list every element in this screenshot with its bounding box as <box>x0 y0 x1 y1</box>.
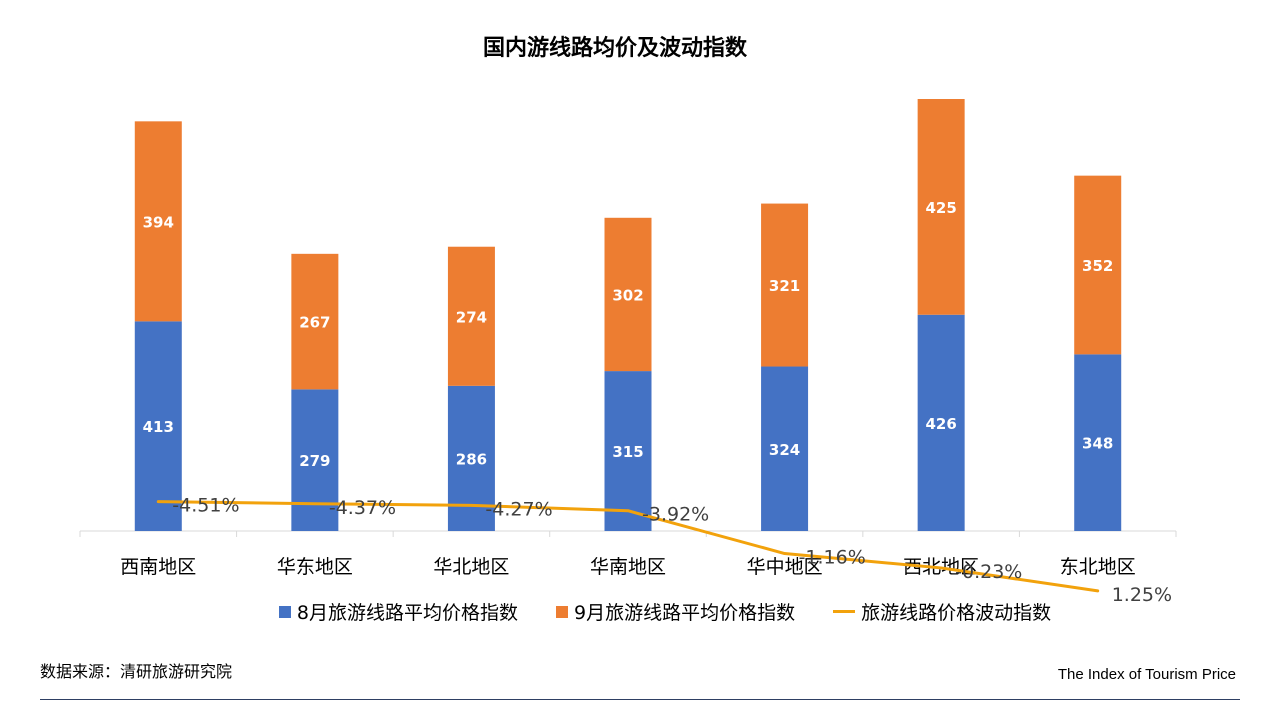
bar-sep <box>447 246 495 386</box>
data-label-sep: 394 <box>143 213 174 231</box>
chart-legend: 8月旅游线路平均价格指数 9月旅游线路平均价格指数 旅游线路价格波动指数 <box>0 598 1280 625</box>
data-label-sep: 321 <box>769 277 800 295</box>
data-source-note: 数据来源：清研旅游研究院 <box>40 662 233 681</box>
data-label-aug: 426 <box>925 415 956 433</box>
data-label-aug: 413 <box>143 418 174 436</box>
data-label-sep: 425 <box>925 199 956 217</box>
data-label-sep: 267 <box>299 314 330 332</box>
data-label-aug: 286 <box>456 450 487 468</box>
legend-label-fluctuation: 旅游线路价格波动指数 <box>861 602 1052 624</box>
bar-aug <box>604 371 652 531</box>
data-label-aug: 348 <box>1082 435 1113 453</box>
bar-sep <box>291 253 339 390</box>
legend-label-sep: 9月旅游线路平均价格指数 <box>573 602 796 624</box>
bar-aug <box>291 389 339 531</box>
data-label-fluctuation: 1.25% <box>1112 584 1172 606</box>
footer-divider <box>40 699 1240 700</box>
data-label-sep: 352 <box>1082 257 1113 275</box>
legend-swatch-sep <box>555 605 568 618</box>
x-tick-label: 华北地区 <box>433 556 509 578</box>
bar-aug <box>917 314 965 531</box>
data-label-aug: 324 <box>769 441 800 459</box>
data-label-fluctuation: -4.27% <box>485 498 552 520</box>
legend-item-aug: 8月旅游线路平均价格指数 <box>278 598 518 625</box>
bar-sep <box>604 217 652 372</box>
bar-aug <box>134 321 182 531</box>
data-label-fluctuation: -4.37% <box>329 497 396 519</box>
bar-aug <box>1074 354 1122 531</box>
legend-item-sep: 9月旅游线路平均价格指数 <box>555 598 796 625</box>
chart-title: 国内游线路均价及波动指数 <box>482 36 747 61</box>
bar-aug <box>761 366 809 531</box>
data-label-fluctuation: -4.51% <box>172 495 239 517</box>
bar-sep <box>917 99 965 315</box>
data-label-fluctuation: -0.23% <box>955 561 1022 583</box>
legend-swatch-fluctuation <box>833 610 856 613</box>
data-label-fluctuation: -1.16% <box>799 547 866 569</box>
bar-sep <box>1074 175 1122 355</box>
bar-sep <box>761 203 809 367</box>
data-label-sep: 274 <box>456 308 487 326</box>
legend-label-aug: 8月旅游线路平均价格指数 <box>296 602 518 624</box>
data-label-sep: 302 <box>612 286 643 304</box>
legend-item-fluctuation: 旅游线路价格波动指数 <box>833 598 1051 625</box>
bar-sep <box>134 121 182 322</box>
data-label-fluctuation: -3.92% <box>642 504 709 526</box>
x-tick-label: 华东地区 <box>277 556 353 578</box>
x-tick-label: 华南地区 <box>590 556 666 578</box>
data-label-aug: 315 <box>612 443 643 461</box>
footer-caption: The Index of Tourism Price <box>1057 666 1236 683</box>
legend-swatch-aug <box>278 605 291 618</box>
x-tick-label: 华中地区 <box>747 556 823 578</box>
fluctuation-line <box>156 500 1100 593</box>
data-label-aug: 279 <box>299 452 330 470</box>
x-tick-label: 东北地区 <box>1060 556 1136 578</box>
x-tick-label: 西南地区 <box>120 556 196 578</box>
